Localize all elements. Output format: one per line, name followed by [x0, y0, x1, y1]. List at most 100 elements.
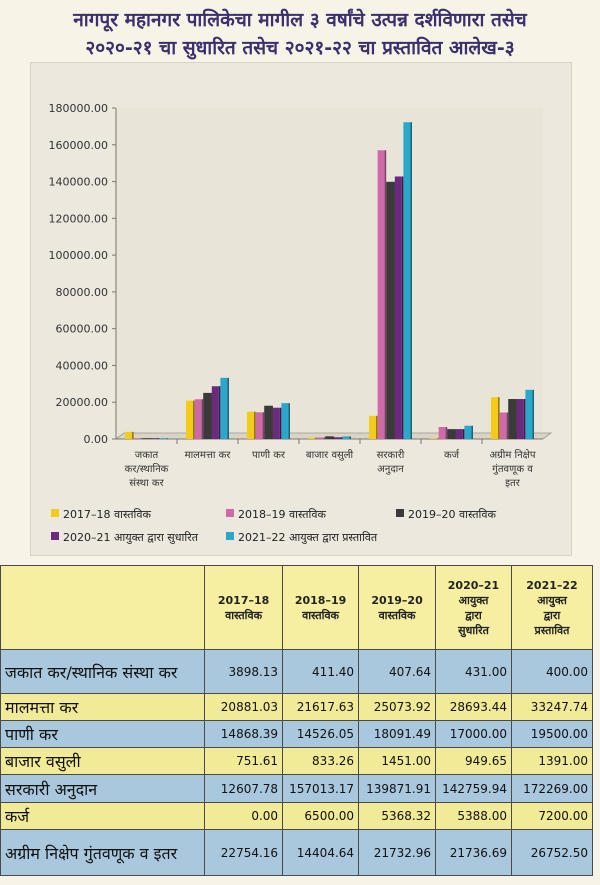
table-header-line: सुधारित — [458, 623, 489, 637]
bar — [386, 181, 394, 439]
table-cell: 833.26 — [282, 747, 360, 775]
bar — [455, 429, 463, 439]
table-row-label: मालमत्ता कर — [0, 693, 206, 721]
bar — [255, 412, 263, 439]
chart-panel: 0.00 20000.00 40000.00 60000.00 80000.00 1000… — [30, 62, 572, 556]
table-cell: 157013.17 — [282, 774, 360, 803]
table-header-cell: 2017–18 वास्तविक — [204, 565, 284, 650]
bar — [499, 412, 507, 439]
plot-area — [116, 108, 543, 439]
bar-side — [193, 400, 195, 439]
table-cell: 17000.00 — [435, 720, 512, 748]
bar-side — [132, 431, 134, 439]
y-tick-label: 80000.00 — [56, 286, 109, 299]
legend-swatch — [226, 532, 234, 540]
bar-side — [462, 429, 465, 439]
x-tick-label: गुंतवणूक व — [492, 463, 533, 475]
table-cell: 28693.44 — [435, 693, 512, 721]
x-tick-label: जकात — [135, 450, 159, 461]
table-cell: 14404.64 — [282, 829, 360, 876]
table-cell: 7200.00 — [511, 802, 593, 830]
y-tick-label: 60000.00 — [56, 323, 109, 336]
table-cell: 5388.00 — [435, 802, 512, 830]
table-header-line: 2018–19 — [294, 593, 347, 607]
bar — [247, 411, 254, 439]
y-tick-label: 160000.00 — [49, 139, 109, 152]
data-table: 2017–18 वास्तविक 2018–19 वास्तविक 2019–20 वास… — [0, 565, 593, 876]
bar-side — [454, 429, 456, 439]
table-header-line: द्वारा — [465, 608, 482, 622]
bar — [403, 122, 411, 440]
table-cell: 33247.74 — [511, 693, 593, 721]
bar-side — [210, 392, 212, 439]
table-header-cell: 2019–20 वास्तविक — [358, 565, 437, 650]
table-cell: 18091.49 — [358, 720, 437, 748]
x-tick-label: मालमत्ता कर — [185, 450, 232, 461]
bar — [447, 429, 455, 439]
table-cell: 21732.96 — [358, 829, 437, 876]
legend-swatch — [226, 509, 234, 517]
table-row-label: बाजार वसुली — [0, 747, 206, 775]
table-cell: 5368.32 — [358, 802, 437, 830]
bar-side — [149, 438, 151, 439]
bar-side — [515, 399, 517, 439]
bar-chart: 0.00 20000.00 40000.00 60000.00 80000.00 1000… — [49, 102, 553, 544]
table-row-label: सरकारी अनुदान — [0, 774, 206, 803]
table-header-cell: 2018–19 वास्तविक — [282, 565, 360, 650]
bar — [516, 399, 524, 439]
bar-side — [271, 405, 273, 439]
table-cell: 26752.50 — [511, 829, 593, 876]
y-tick-label: 140000.00 — [49, 176, 109, 189]
table-cell: 12607.78 — [204, 774, 284, 803]
legend-swatch — [51, 509, 59, 517]
table-cell: 21736.69 — [435, 829, 512, 876]
bar-side — [393, 181, 395, 439]
table-cell: 949.65 — [435, 747, 512, 775]
bar-side — [349, 436, 351, 439]
bar — [394, 176, 402, 439]
table-cell: 400.00 — [511, 649, 593, 694]
table-cell: 411.40 — [282, 649, 360, 694]
table-header-line: 2019–20 — [371, 593, 423, 607]
table-cell: 139871.91 — [358, 774, 437, 803]
table-header-line: वास्तविक — [378, 608, 416, 622]
x-tick-label: कर्ज — [444, 449, 460, 461]
title-line-1: नागपूर महानगर पालिकेचा मागील ३ वर्षांचे … — [73, 9, 527, 31]
bar — [525, 389, 533, 439]
table-cell: 25073.92 — [358, 693, 437, 721]
y-tick-label: 40000.00 — [56, 359, 109, 372]
table-header-line: द्वारा — [543, 608, 561, 622]
bar — [125, 431, 132, 439]
y-tick-label: 0.00 — [84, 433, 109, 446]
table-row: अग्रीम निक्षेप गुंतवणूक व इतर 22754.16 144… — [0, 829, 593, 876]
bar — [508, 399, 516, 439]
table-header-row: 2017–18 वास्तविक 2018–19 वास्तविक 2019–20 वास… — [0, 565, 593, 650]
table-cell: 0.00 — [204, 802, 284, 830]
bar — [369, 415, 376, 439]
bar-side — [471, 425, 473, 439]
table-header-line: प्रस्तावित — [534, 623, 570, 637]
bar — [377, 150, 385, 439]
bar — [430, 438, 437, 439]
bar-side — [532, 389, 534, 439]
table-header-line: आयुक्त — [458, 593, 489, 607]
bar — [316, 437, 324, 439]
bar — [438, 427, 446, 439]
bar-side — [410, 122, 412, 440]
table-header-line: वास्तविक — [302, 608, 340, 622]
table-row: बाजार वसुली 751.61 833.26 1451.00 949.65 1391… — [0, 747, 593, 775]
bar — [491, 397, 498, 439]
table-row: पाणी कर 14868.39 14526.05 18091.49 17000.00 1… — [0, 720, 593, 748]
page-title: नागपूर महानगर पालिकेचा मागील ३ वर्षांचे … — [0, 6, 600, 62]
y-tick-label: 100000.00 — [49, 249, 109, 262]
bar-side — [445, 427, 448, 439]
x-tick-label: सरकारी — [377, 449, 405, 461]
bar-side — [498, 397, 500, 439]
bar-side — [157, 438, 160, 439]
table-cell: 142759.94 — [435, 774, 512, 803]
legend-swatch — [51, 532, 59, 540]
bar — [133, 438, 141, 439]
legend-label: 2020–21 आयुक्त द्वारा सुधारित — [63, 531, 199, 544]
table-header-cell: 2021–22 आयुक्त द्वारा प्रस्तावित — [511, 565, 593, 650]
bar — [211, 386, 219, 439]
